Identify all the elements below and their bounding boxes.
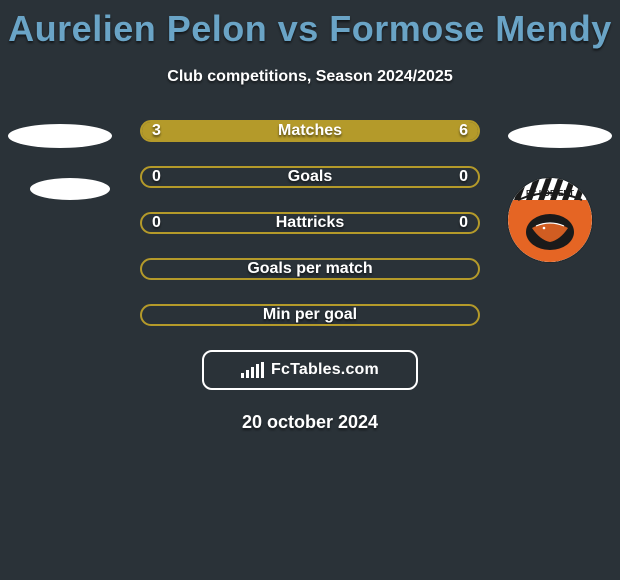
stat-label: Matches xyxy=(142,122,478,140)
footer-date: 20 october 2024 xyxy=(0,412,620,433)
subtitle: Club competitions, Season 2024/2025 xyxy=(0,68,620,86)
stat-label: Goals per match xyxy=(142,260,478,278)
player-icon-left xyxy=(30,178,110,200)
stat-label: Min per goal xyxy=(142,306,478,324)
club-badge: FC LORIENT xyxy=(508,178,592,262)
stat-bar: Goals per match xyxy=(140,258,480,280)
page-title: Aurelien Pelon vs Formose Mendy xyxy=(0,8,620,50)
site-name: FcTables.com xyxy=(271,361,379,379)
player-icon-left xyxy=(8,124,112,148)
player-icon-right xyxy=(508,124,612,148)
stat-bar: Min per goal xyxy=(140,304,480,326)
stat-label: Hattricks xyxy=(142,214,478,232)
svg-text:FC LORIENT: FC LORIENT xyxy=(526,189,574,198)
site-logo: FcTables.com xyxy=(202,350,418,390)
bars-icon xyxy=(241,362,264,378)
stat-bar: 00Hattricks xyxy=(140,212,480,234)
stat-bar: 00Goals xyxy=(140,166,480,188)
stat-label: Goals xyxy=(142,168,478,186)
stat-bar: 36Matches xyxy=(140,120,480,142)
